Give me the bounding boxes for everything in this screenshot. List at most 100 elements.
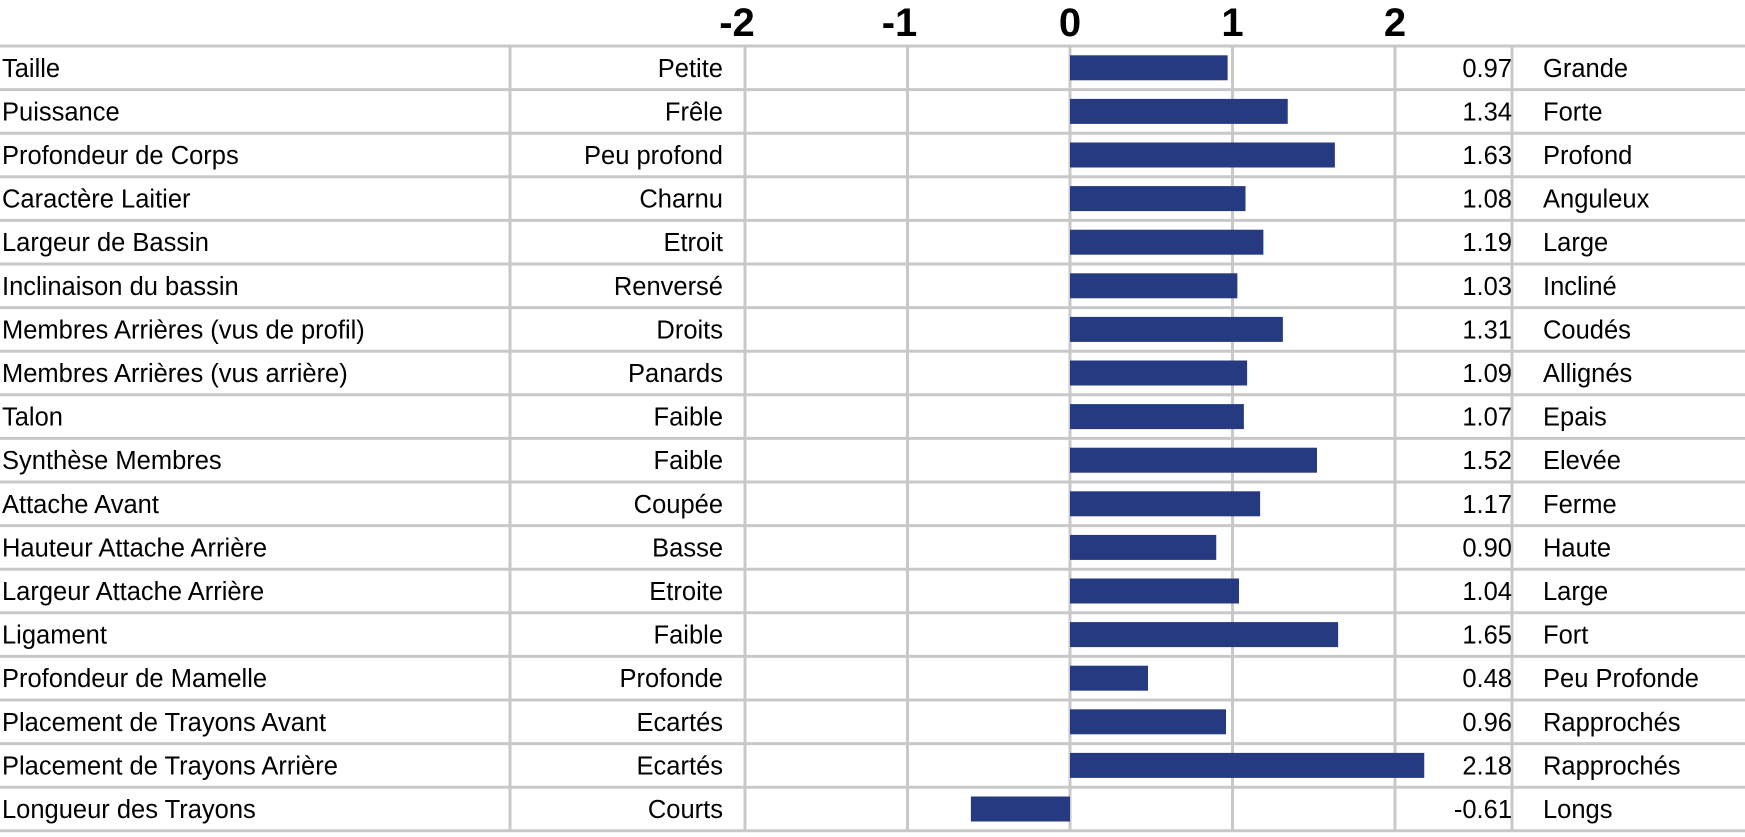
- low-extreme-label: Faible: [654, 404, 723, 432]
- trait-row: Attache Avant Coupée 1.17 Ferme: [2, 491, 1617, 519]
- trait-row: Membres Arrières (vus de profil) Droits 1.…: [2, 316, 1631, 344]
- value-bar: [1070, 55, 1228, 81]
- value-label: 1.34: [1462, 98, 1512, 126]
- high-extreme-label: Incliné: [1543, 273, 1617, 301]
- value-bar: [1070, 622, 1339, 648]
- x-tick-label: -2: [719, 1, 755, 45]
- high-extreme-label: Rapprochés: [1543, 709, 1681, 737]
- high-extreme-label: Forte: [1543, 98, 1603, 126]
- trait-label: Longueur des Trayons: [2, 796, 256, 824]
- low-extreme-label: Basse: [652, 534, 723, 562]
- value-label: 1.31: [1462, 316, 1512, 344]
- value-bar: [1070, 752, 1425, 778]
- trait-label: Membres Arrières (vus de profil): [2, 316, 365, 344]
- value-bar: [1070, 709, 1226, 735]
- high-extreme-label: Epais: [1543, 404, 1607, 432]
- trait-row: Ligament Faible 1.65 Fort: [2, 622, 1588, 650]
- low-extreme-label: Peu profond: [584, 142, 723, 170]
- high-extreme-label: Rapprochés: [1543, 752, 1681, 780]
- high-extreme-label: Coudés: [1543, 316, 1631, 344]
- low-extreme-label: Ecartés: [637, 709, 723, 737]
- low-extreme-label: Petite: [658, 55, 723, 83]
- x-tick-label: 0: [1059, 1, 1081, 45]
- low-extreme-label: Droits: [656, 316, 723, 344]
- trait-label: Hauteur Attache Arrière: [2, 534, 267, 562]
- low-extreme-label: Profonde: [620, 665, 724, 693]
- trait-label: Membres Arrières (vus arrière): [2, 360, 348, 388]
- value-bar: [1070, 273, 1238, 299]
- value-label: 1.08: [1462, 186, 1512, 214]
- low-extreme-label: Charnu: [639, 186, 723, 214]
- value-bar: [1070, 360, 1248, 386]
- low-extreme-label: Panards: [628, 360, 723, 388]
- trait-label: Profondeur de Mamelle: [2, 665, 267, 693]
- value-bar: [1070, 447, 1317, 473]
- trait-row: Membres Arrières (vus arrière) Panards 1.0…: [2, 360, 1632, 388]
- value-label: 0.96: [1462, 709, 1512, 737]
- value-label: 1.63: [1462, 142, 1512, 170]
- value-label: 1.03: [1462, 273, 1512, 301]
- high-extreme-label: Large: [1543, 229, 1608, 257]
- value-label: 1.19: [1462, 229, 1512, 257]
- trait-label: Taille: [2, 55, 60, 83]
- low-extreme-label: Etroite: [649, 578, 723, 606]
- trait-row: Profondeur de Mamelle Profonde 0.48 Peu Pro…: [2, 665, 1699, 693]
- value-label: 1.04: [1462, 578, 1512, 606]
- trait-row: Placement de Trayons Avant Ecartés 0.96 Rap…: [2, 709, 1681, 737]
- high-extreme-label: Allignés: [1543, 360, 1632, 388]
- trait-label: Puissance: [2, 98, 120, 126]
- trait-row: Placement de Trayons Arrière Ecartés 2.18 R…: [2, 752, 1681, 780]
- value-label: 1.52: [1462, 447, 1512, 475]
- trait-row: Caractère Laitier Charnu 1.08 Anguleux: [2, 186, 1650, 214]
- trait-label: Placement de Trayons Avant: [2, 709, 326, 737]
- trait-label: Largeur de Bassin: [2, 229, 209, 257]
- grid-lines: [0, 44, 1745, 833]
- trait-label: Largeur Attache Arrière: [2, 578, 264, 606]
- trait-row: Talon Faible 1.07 Epais: [2, 404, 1607, 432]
- x-tick-label: -1: [882, 1, 918, 45]
- high-extreme-label: Elevée: [1543, 447, 1621, 475]
- trait-row: Hauteur Attache Arrière Basse 0.90 Haute: [2, 534, 1611, 562]
- trait-label: Placement de Trayons Arrière: [2, 752, 338, 780]
- trait-label: Inclinaison du bassin: [2, 273, 239, 301]
- low-extreme-label: Renversé: [614, 273, 723, 301]
- trait-label: Synthèse Membres: [2, 447, 222, 475]
- trait-row: Puissance Frêle 1.34 Forte: [2, 98, 1603, 126]
- value-label: 2.18: [1462, 752, 1512, 780]
- value-bar: [1070, 98, 1288, 124]
- value-bar: [1070, 404, 1244, 430]
- value-bar: [1070, 578, 1239, 604]
- x-tick-label: 2: [1384, 1, 1406, 45]
- x-tick-label: 1: [1221, 1, 1243, 45]
- value-bar: [1070, 186, 1246, 212]
- trait-row: Profondeur de Corps Peu profond 1.63 Profon…: [2, 142, 1632, 170]
- trait-row: Inclinaison du bassin Renversé 1.03 Incliné: [2, 273, 1617, 301]
- value-label: 1.65: [1462, 622, 1512, 650]
- trait-row: Longueur des Trayons Courts -0.61 Longs: [2, 796, 1612, 824]
- value-bar: [970, 796, 1070, 822]
- trait-row: Synthèse Membres Faible 1.52 Elevée: [2, 447, 1621, 475]
- value-bar: [1070, 491, 1261, 517]
- value-label: 0.48: [1462, 665, 1512, 693]
- value-label: 0.90: [1462, 534, 1512, 562]
- trait-label: Talon: [2, 404, 63, 432]
- value-label: 1.07: [1462, 404, 1512, 432]
- low-extreme-label: Faible: [654, 622, 723, 650]
- trait-row: Taille Petite 0.97 Grande: [2, 55, 1628, 83]
- high-extreme-label: Ferme: [1543, 491, 1617, 519]
- value-label: 1.09: [1462, 360, 1512, 388]
- low-extreme-label: Ecartés: [637, 752, 723, 780]
- value-label: -0.61: [1454, 796, 1512, 824]
- high-extreme-label: Grande: [1543, 55, 1628, 83]
- high-extreme-label: Longs: [1543, 796, 1612, 824]
- value-bar: [1070, 665, 1148, 691]
- high-extreme-label: Haute: [1543, 534, 1611, 562]
- trait-label: Profondeur de Corps: [2, 142, 239, 170]
- trait-label: Caractère Laitier: [2, 186, 191, 214]
- low-extreme-label: Coupée: [634, 491, 723, 519]
- high-extreme-label: Anguleux: [1543, 186, 1650, 214]
- trait-rows: Taille Petite 0.97 Grande Puissance Frêle 1.34…: [2, 55, 1699, 824]
- value-label: 1.17: [1462, 491, 1512, 519]
- trait-label: Attache Avant: [2, 491, 159, 519]
- low-extreme-label: Courts: [648, 796, 723, 824]
